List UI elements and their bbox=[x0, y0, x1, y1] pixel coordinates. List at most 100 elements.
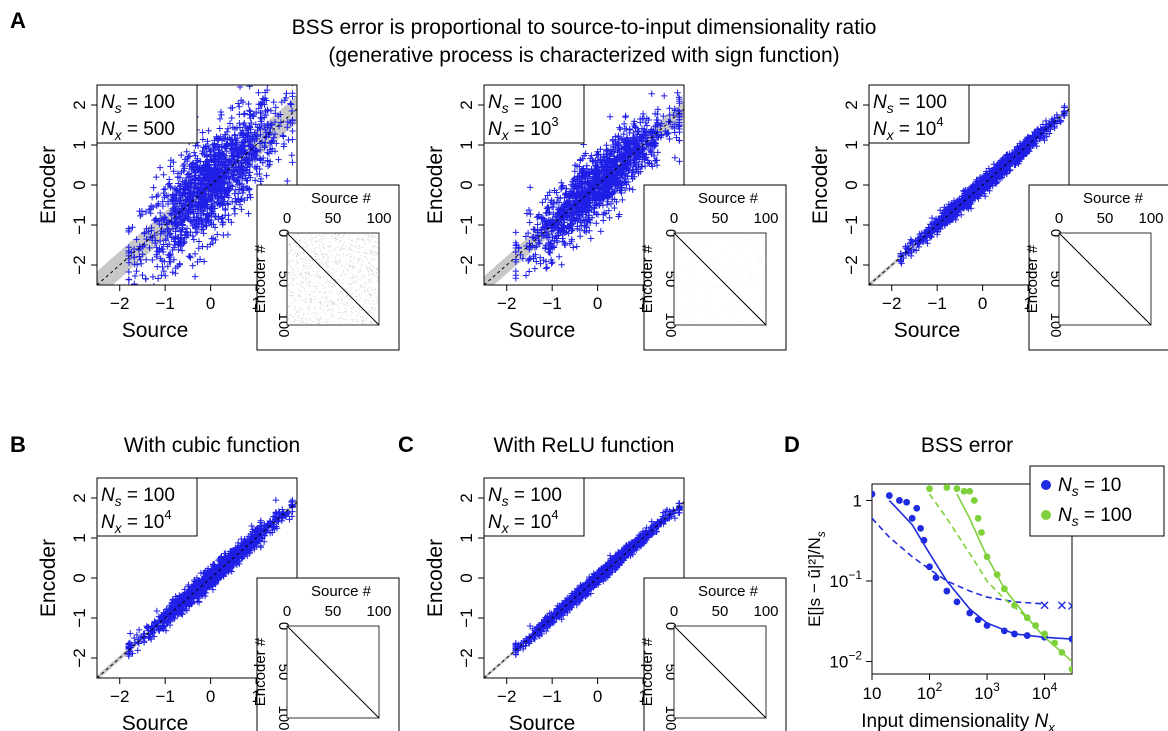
data-point bbox=[157, 209, 164, 217]
data-point bbox=[215, 135, 222, 142]
data-point bbox=[239, 98, 247, 106]
data-point bbox=[172, 270, 179, 277]
inset-noise-pixel bbox=[331, 236, 333, 238]
inset-noise-pixel bbox=[345, 254, 347, 256]
data-point bbox=[531, 265, 539, 272]
data-point bbox=[191, 214, 198, 221]
inset-noise-pixel bbox=[361, 316, 363, 318]
inset-noise-pixel bbox=[361, 247, 363, 249]
inset-noise-pixel bbox=[310, 297, 312, 299]
data-point bbox=[255, 89, 262, 96]
inset-noise-pixel bbox=[288, 243, 290, 245]
inset-noise-pixel bbox=[756, 284, 758, 286]
data-point bbox=[153, 218, 161, 225]
inset-noise-pixel bbox=[367, 253, 369, 255]
inset-noise-pixel bbox=[372, 234, 374, 236]
inset-noise-pixel bbox=[296, 253, 298, 255]
data-point bbox=[633, 166, 640, 173]
inset-noise-pixel bbox=[353, 276, 355, 278]
inset-noise-pixel bbox=[351, 266, 353, 268]
inset-noise-pixel bbox=[354, 301, 356, 303]
data-point bbox=[676, 121, 683, 129]
data-point bbox=[654, 106, 662, 113]
inset-noise-pixel bbox=[750, 265, 752, 267]
data-point bbox=[125, 252, 133, 260]
inset-noise-pixel bbox=[311, 263, 313, 265]
inset-noise-pixel bbox=[323, 246, 325, 248]
data-point bbox=[561, 241, 568, 249]
data-point bbox=[592, 174, 599, 181]
inset-noise-pixel bbox=[330, 254, 332, 256]
inset-noise-pixel bbox=[685, 292, 687, 294]
data-point bbox=[635, 161, 642, 168]
inset-noise-pixel bbox=[324, 243, 326, 245]
data-point bbox=[158, 272, 165, 279]
data-point bbox=[174, 241, 182, 248]
inset-noise-pixel bbox=[342, 282, 344, 284]
inset-noise-pixel bbox=[681, 268, 683, 270]
data-point bbox=[615, 213, 622, 220]
inset-noise-pixel bbox=[309, 294, 311, 296]
inset-noise-pixel bbox=[350, 256, 352, 258]
data-point bbox=[538, 232, 546, 239]
data-point bbox=[635, 149, 642, 157]
data-point bbox=[222, 142, 230, 150]
data-point bbox=[582, 208, 589, 215]
data-point bbox=[660, 92, 668, 100]
inset-noise-pixel bbox=[352, 292, 354, 294]
x-tick-label: 0 bbox=[593, 294, 602, 313]
inset-noise-pixel bbox=[691, 300, 693, 302]
inset-noise-pixel bbox=[715, 285, 717, 287]
data-point bbox=[180, 167, 187, 175]
data-point bbox=[246, 85, 253, 90]
data-point bbox=[640, 145, 648, 152]
data-point bbox=[245, 156, 252, 163]
inset-noise-pixel bbox=[308, 277, 310, 279]
data-point bbox=[156, 248, 163, 256]
inset-noise-pixel bbox=[304, 301, 306, 303]
inset-noise-pixel bbox=[318, 322, 320, 324]
inset-noise-pixel bbox=[299, 258, 301, 260]
data-point bbox=[586, 227, 593, 235]
inset-noise-pixel bbox=[701, 304, 703, 306]
inset-noise-pixel bbox=[311, 260, 313, 262]
data-point bbox=[182, 186, 189, 194]
inset-noise-pixel bbox=[316, 273, 318, 275]
data-point bbox=[161, 228, 169, 236]
inset-noise-pixel bbox=[749, 286, 751, 288]
data-point bbox=[185, 253, 193, 260]
data-point bbox=[622, 139, 629, 146]
inset-noise-pixel bbox=[296, 238, 298, 240]
inset-noise-pixel bbox=[363, 239, 365, 241]
data-point bbox=[253, 132, 261, 140]
data-point bbox=[189, 232, 196, 240]
inset-noise-pixel bbox=[314, 307, 316, 309]
inset-noise-pixel bbox=[364, 243, 366, 245]
inset-noise-pixel bbox=[332, 302, 334, 304]
inset-noise-pixel bbox=[294, 319, 296, 321]
inset-noise-pixel bbox=[315, 309, 317, 311]
inset-noise-pixel bbox=[308, 268, 310, 270]
inset-noise-pixel bbox=[302, 251, 304, 253]
inset-noise-pixel bbox=[353, 251, 355, 253]
data-point bbox=[548, 260, 555, 267]
inset-noise-pixel bbox=[365, 252, 367, 254]
inset-noise-pixel bbox=[287, 272, 289, 274]
inset-noise-pixel bbox=[737, 267, 739, 269]
inset-noise-pixel bbox=[349, 265, 351, 267]
inset-noise-pixel bbox=[293, 241, 295, 243]
inset-noise-pixel bbox=[375, 271, 377, 273]
inset-noise-pixel bbox=[349, 304, 351, 306]
data-point bbox=[641, 127, 649, 135]
data-point bbox=[183, 157, 191, 165]
inset-noise-pixel bbox=[758, 246, 760, 248]
data-point bbox=[162, 237, 170, 244]
inset-noise-pixel bbox=[374, 235, 376, 237]
data-point bbox=[568, 189, 576, 196]
inset-noise-pixel bbox=[318, 265, 320, 267]
data-point bbox=[545, 204, 552, 211]
inset-noise-pixel bbox=[295, 301, 297, 303]
inset-noise-pixel bbox=[728, 257, 730, 259]
inset-noise-pixel bbox=[350, 256, 352, 258]
inset-noise-pixel bbox=[319, 251, 321, 253]
